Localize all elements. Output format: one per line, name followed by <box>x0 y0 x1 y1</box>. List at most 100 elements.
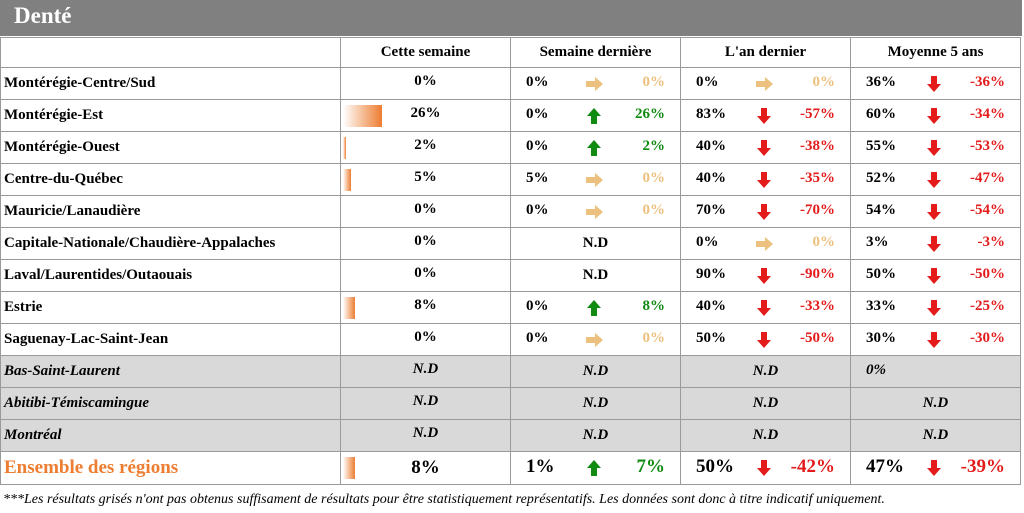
region-name: Montérégie-Est <box>0 99 341 132</box>
value: 54% <box>866 202 896 218</box>
difference: 7% <box>636 456 666 477</box>
this-week-cell: 0% <box>340 323 511 356</box>
this-week-value: 0% <box>414 329 437 345</box>
arrow-down-icon <box>753 139 775 157</box>
comparison-cell: 5% 0% <box>510 163 681 196</box>
arrow-down-icon <box>923 267 945 285</box>
arrow-down-icon <box>753 171 775 189</box>
arrow-right-icon <box>583 203 605 221</box>
difference: -34% <box>970 106 1005 122</box>
difference: -30% <box>970 330 1005 346</box>
table-row: Laval/Laurentides/Outaouais 0% N.D 90% -90% 5… <box>0 259 1021 292</box>
page-title: Denté <box>14 3 72 28</box>
region-name: Laval/Laurentides/Outaouais <box>0 259 341 292</box>
comparison-cell: 0% 26% <box>510 99 681 132</box>
arrow-down-icon <box>923 299 945 317</box>
arrow-right-icon <box>753 75 775 93</box>
comparison-cell: 0% 0% <box>510 67 681 100</box>
value-cell: 0% <box>850 355 1021 388</box>
comparison-cell: 3% -3% <box>850 227 1021 260</box>
arrow-down-icon <box>753 459 775 477</box>
value: 40% <box>696 170 726 186</box>
value: 50% <box>866 266 896 282</box>
comparison-cell: 0% 0% <box>680 67 851 100</box>
table-body: Montérégie-Centre/Sud 0% 0% 0% 0% 0% 36% -36% Mo… <box>0 67 1021 485</box>
table-row: Bas-Saint-Laurent N.D N.D N.D 0% <box>0 355 1021 388</box>
difference: 0% <box>642 170 666 186</box>
value: 55% <box>866 138 896 154</box>
difference: 0% <box>642 202 666 218</box>
comparison-cell: 36% -36% <box>850 67 1021 100</box>
this-week-value: 8% <box>414 297 437 313</box>
arrow-right-icon <box>583 75 605 93</box>
comparison-cell: 90% -90% <box>680 259 851 292</box>
value: 83% <box>696 106 726 122</box>
region-name: Abitibi-Témiscamingue <box>0 387 341 420</box>
region-name: Ensemble des régions <box>0 451 341 485</box>
difference: -54% <box>970 202 1005 218</box>
region-name: Bas-Saint-Laurent <box>0 355 341 388</box>
difference: -50% <box>970 266 1005 282</box>
comparison-cell: 0% 0% <box>510 195 681 228</box>
this-week-value: N.D <box>412 393 439 409</box>
header-last-year: L'an dernier <box>680 37 851 68</box>
arrow-up-icon <box>583 139 605 157</box>
arrow-down-icon <box>923 459 945 477</box>
header-region <box>0 37 341 68</box>
this-week-cell: 5% <box>340 163 511 196</box>
difference: -39% <box>960 456 1005 477</box>
value: 40% <box>696 138 726 154</box>
table-row: Centre-du-Québec 5% 5% 0% 40% -35% 52% -47% <box>0 163 1021 196</box>
this-week-cell: 8% <box>340 291 511 324</box>
this-week-cell: N.D <box>340 355 511 388</box>
comparison-cell: 50% -42% <box>680 451 851 485</box>
comparison-cell: 1% 7% <box>510 451 681 485</box>
table-row: Mauricie/Lanaudière 0% 0% 0% 70% -70% 54% -54% <box>0 195 1021 228</box>
value: 0% <box>696 234 719 250</box>
value: 50% <box>696 330 726 346</box>
nd-cell: N.D <box>680 419 851 452</box>
value: 0% <box>696 74 719 90</box>
arrow-down-icon <box>923 139 945 157</box>
value: 0% <box>866 362 886 378</box>
this-week-value: 0% <box>414 265 437 281</box>
region-name: Montérégie-Centre/Sud <box>0 67 341 100</box>
difference: -35% <box>800 170 835 186</box>
value: 50% <box>696 456 734 477</box>
arrow-down-icon <box>923 107 945 125</box>
nd-value: N.D <box>752 427 779 443</box>
difference: -25% <box>970 298 1005 314</box>
this-week-cell: N.D <box>340 419 511 452</box>
nd-cell: N.D <box>850 419 1021 452</box>
this-week-value: N.D <box>412 425 439 441</box>
difference: -57% <box>800 106 835 122</box>
value: 0% <box>526 298 549 314</box>
nd-value: N.D <box>582 363 609 379</box>
comparison-cell: 0% 2% <box>510 131 681 164</box>
nd-cell: N.D <box>510 355 681 388</box>
difference: 0% <box>812 234 836 250</box>
difference: 0% <box>812 74 836 90</box>
this-week-cell: 0% <box>340 67 511 100</box>
region-name: Montréal <box>0 419 341 452</box>
difference: 0% <box>642 330 666 346</box>
table-row: Capitale-Nationale/Chaudière-Appalaches 0… <box>0 227 1021 260</box>
arrow-up-icon <box>583 459 605 477</box>
comparison-cell: 50% -50% <box>850 259 1021 292</box>
difference: -3% <box>977 234 1006 250</box>
value: 47% <box>866 456 904 477</box>
this-week-cell: 0% <box>340 259 511 292</box>
value: 60% <box>866 106 896 122</box>
nd-value: N.D <box>752 363 779 379</box>
comparison-cell: 33% -25% <box>850 291 1021 324</box>
total-row: Ensemble des régions 8% 1% 7% 50% -42% 47% -39% <box>0 451 1021 485</box>
table-row: Montérégie-Ouest 2% 0% 2% 40% -38% 55% -53% <box>0 131 1021 164</box>
value: 36% <box>866 74 896 90</box>
nd-cell: N.D <box>510 419 681 452</box>
this-week-value: 26% <box>410 105 441 121</box>
nd-value: N.D <box>752 395 779 411</box>
difference: 0% <box>642 74 666 90</box>
value: 90% <box>696 266 726 282</box>
value: 0% <box>526 330 549 346</box>
this-week-cell: 8% <box>340 451 511 485</box>
